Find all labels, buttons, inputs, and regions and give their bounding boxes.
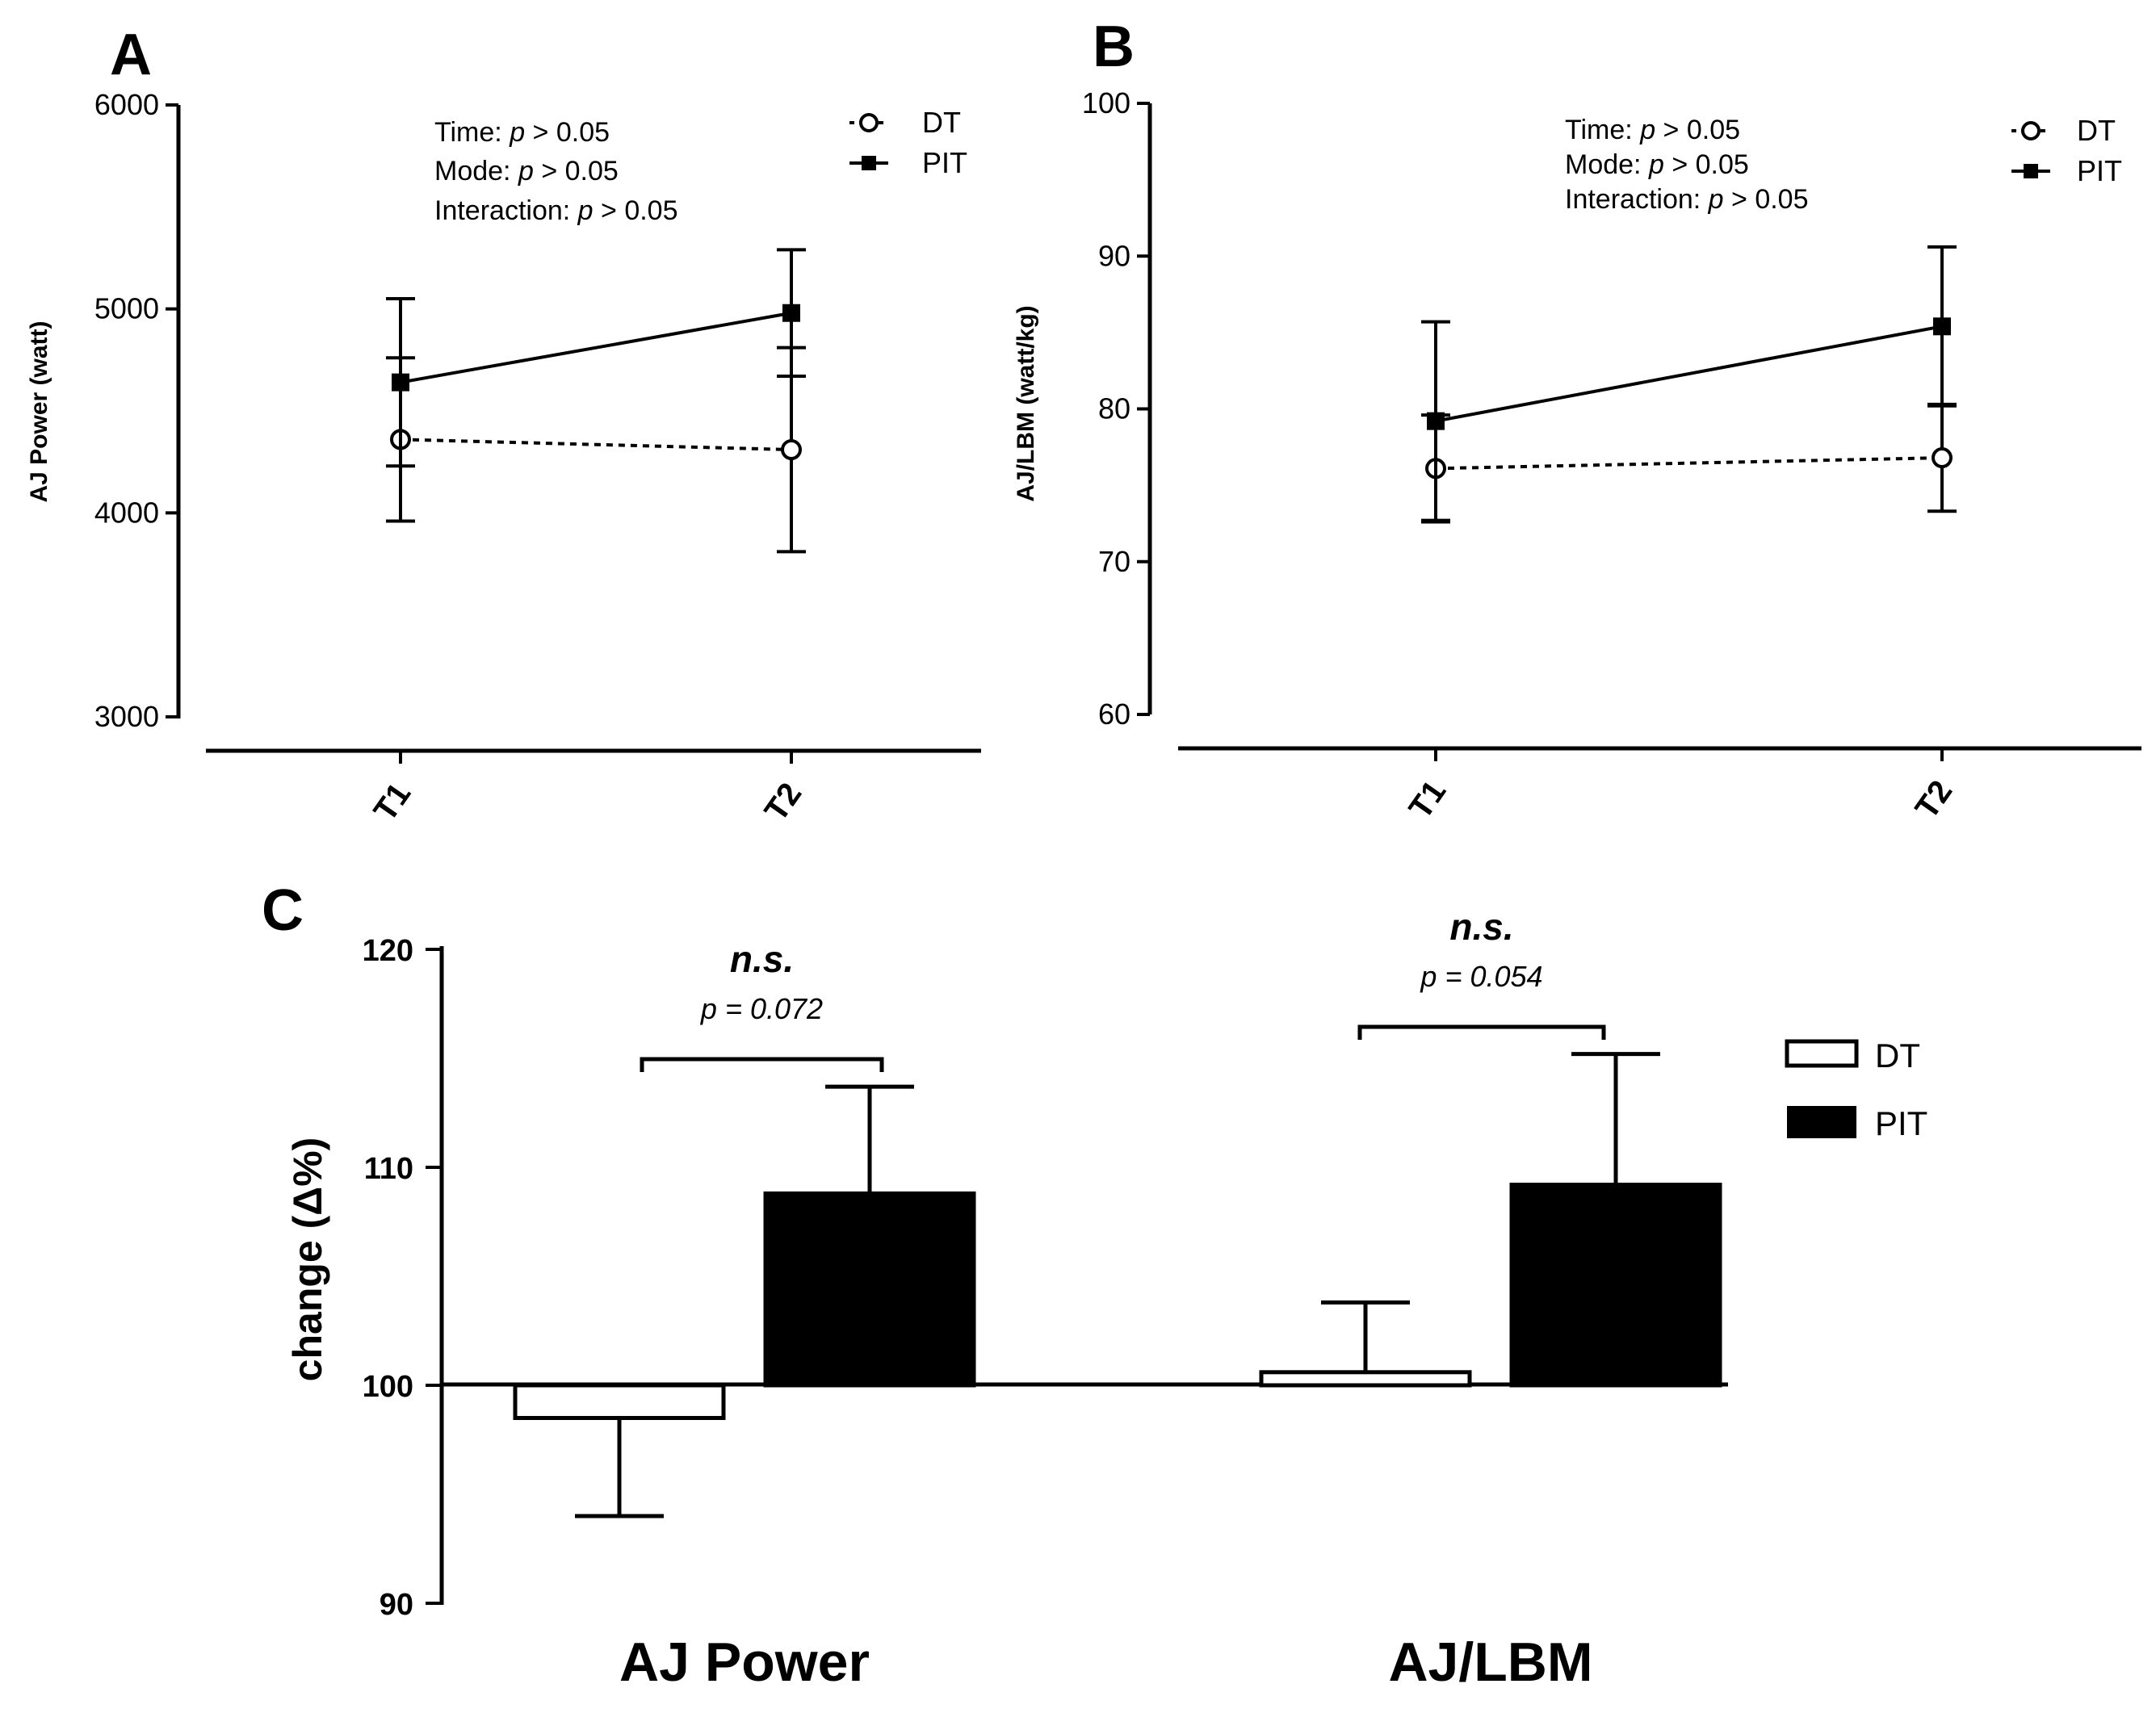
panel-a-letter: A	[110, 23, 152, 87]
y-tick-label: 60	[1098, 697, 1130, 731]
panel-c: C 90 100 110 120 change (Δ%) AJ Power AJ/LBM…	[262, 878, 1927, 1693]
series-pit	[386, 248, 806, 468]
x-tick-label: T1	[367, 777, 418, 827]
data-point-dt	[1932, 447, 1953, 469]
y-tick-label: 3000	[94, 700, 159, 733]
panel-a-y-label: AJ Power (watt)	[26, 320, 52, 502]
data-point-pit	[392, 373, 409, 392]
panel-b-legend-pit: PIT	[2077, 154, 2122, 187]
y-tick-label: 90	[380, 1588, 413, 1622]
significance-bracket	[640, 1057, 884, 1072]
y-tick-label: 110	[364, 1152, 413, 1186]
data-point-pit	[782, 304, 800, 322]
panel-c-letter: C	[262, 878, 304, 943]
series-line-dt	[400, 438, 792, 452]
panel-a-annotation-time: Time: p > 0.05	[434, 117, 610, 148]
bar-pit	[763, 1191, 976, 1388]
bar-dt	[1259, 1370, 1472, 1388]
data-point-pit	[1427, 412, 1445, 430]
p-value-label: p = 0.054	[1420, 960, 1542, 993]
series-dt	[1421, 402, 1957, 524]
panel-b-legend-dt: DT	[2077, 114, 2116, 147]
bar-dt	[513, 1383, 726, 1420]
y-tick-label: 120	[363, 934, 413, 968]
series-pit	[1421, 245, 1957, 522]
x-tick-label: T1	[1403, 774, 1453, 825]
panel-c-legend: DT PIT	[1785, 1037, 1927, 1142]
y-tick-label: 70	[1098, 545, 1130, 578]
panel-a-legend-dt: DT	[922, 106, 961, 139]
y-tick-label: 80	[1098, 392, 1130, 425]
x-tick-label: T2	[758, 777, 809, 827]
significance-label: n.s.	[730, 938, 794, 980]
y-tick-label: 90	[1098, 239, 1130, 272]
category-label: AJ/LBM	[1388, 1632, 1592, 1693]
panel-c-y-label: change (Δ%)	[285, 1137, 330, 1382]
y-tick-label: 5000	[94, 292, 159, 325]
series-line-dt	[1435, 456, 1943, 471]
bar-pit	[1509, 1183, 1722, 1388]
panel-b-legend-dt-marker	[2021, 121, 2041, 140]
x-tick-label: T2	[1909, 774, 1960, 825]
panel-b-legend: DT PIT	[2011, 114, 2122, 187]
panel-c-legend-dt: DT	[1875, 1037, 1920, 1074]
panel-c-comparisons: p = 0.072 n.s. p = 0.054 n.s.	[640, 906, 1606, 1072]
panel-a-legend: DT PIT	[849, 106, 967, 179]
panel-b-annotation-interaction: Interaction: p > 0.05	[1565, 184, 1809, 215]
y-tick-label: 4000	[94, 496, 159, 529]
panel-c-category-labels: AJ Power AJ/LBM	[619, 1632, 1593, 1693]
y-tick-label: 6000	[94, 88, 159, 121]
panel-b-y-ticks: 60 70 80 90 100	[1082, 86, 1150, 731]
category-label: AJ Power	[619, 1632, 870, 1693]
panel-a-annotation-interaction: Interaction: p > 0.05	[434, 195, 678, 226]
panel-c-y-ticks: 90 100 110 120	[363, 934, 442, 1622]
panel-a-annotation-mode: Mode: p > 0.05	[434, 156, 619, 186]
panel-b-y-label: AJ/LBM (watt/kg)	[1013, 305, 1039, 501]
panel-b-annotation-mode: Mode: p > 0.05	[1565, 149, 1749, 180]
panel-b-x-ticks: T1 T2	[1403, 748, 1960, 825]
series-line-pit	[1435, 325, 1943, 423]
panel-b-letter: B	[1093, 15, 1135, 79]
significance-bracket	[1357, 1024, 1606, 1040]
panel-b-series	[1421, 245, 1957, 524]
panel-a-legend-pit: PIT	[922, 146, 967, 179]
panel-c-legend-pit-swatch	[1787, 1106, 1856, 1138]
y-tick-label: 100	[363, 1370, 413, 1404]
panel-a-x-ticks: T1 T2	[367, 751, 809, 827]
y-tick-label: 100	[1082, 86, 1130, 119]
panel-b: B 60 70 80 90 100 T1 T2 AJ/LBM (watt/kg) Time…	[1013, 15, 2141, 825]
panel-b-legend-pit-marker	[2024, 164, 2038, 178]
data-point-dt	[781, 439, 802, 461]
significance-label: n.s.	[1449, 906, 1513, 948]
panel-c-legend-dt-swatch	[1785, 1039, 1859, 1068]
panel-b-annotation-time: Time: p > 0.05	[1565, 115, 1740, 145]
p-value-label: p = 0.072	[700, 992, 823, 1025]
series-dt	[386, 346, 806, 554]
panel-a-y-ticks: 3000 4000 5000 6000	[94, 88, 178, 733]
series-line-pit	[400, 311, 792, 384]
panel-c-bars	[513, 1052, 1722, 1518]
panel-a-series	[386, 248, 806, 554]
panel-a-legend-dt-marker	[859, 113, 879, 132]
panel-a-legend-pit-marker	[862, 156, 876, 170]
data-point-pit	[1933, 317, 1951, 336]
panel-c-legend-pit: PIT	[1875, 1104, 1927, 1142]
